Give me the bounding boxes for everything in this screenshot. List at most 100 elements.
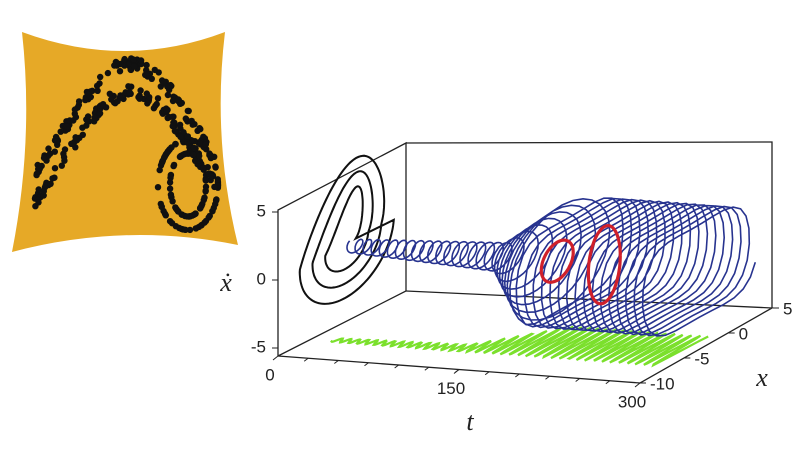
inset-dot <box>166 179 174 186</box>
inset-dot <box>158 203 165 210</box>
inset-dot <box>175 96 182 103</box>
inset-dot <box>184 107 191 115</box>
inset-dot <box>71 106 79 113</box>
inset-dot <box>211 183 218 191</box>
inset-dot <box>94 87 101 95</box>
inset-dot <box>36 165 43 173</box>
inset-dot <box>79 131 87 138</box>
inset-dot <box>175 208 182 215</box>
inset-dot <box>180 129 187 136</box>
inset-dot <box>148 75 155 83</box>
inset-dot <box>96 110 104 117</box>
inset-dot <box>104 69 112 77</box>
xdot-tick-label: 5 <box>257 201 266 220</box>
inset-dot <box>143 90 150 97</box>
inset-dot <box>207 152 214 159</box>
t-minor-tick <box>545 375 550 380</box>
inset-dot <box>47 180 54 187</box>
inset-dot <box>51 165 59 172</box>
inset-dot <box>84 90 92 98</box>
inset-dot <box>154 95 162 102</box>
x-tick-label: 5 <box>783 299 792 318</box>
t-minor-tick <box>515 373 520 378</box>
t-minor-tick <box>424 366 430 371</box>
trajectory <box>346 197 757 337</box>
inset-dot <box>188 117 195 125</box>
inset-dot <box>169 97 177 105</box>
x-tick-label: -5 <box>694 349 709 368</box>
inset-dot <box>168 220 176 227</box>
inset-dot <box>61 146 69 153</box>
inset-dot <box>111 62 118 69</box>
inset-dot <box>196 152 203 160</box>
inset-dot <box>53 138 60 145</box>
inset-dot <box>156 166 163 174</box>
inset-dot <box>35 199 42 206</box>
inset-dot <box>99 101 107 108</box>
inset-dot <box>160 79 167 87</box>
inset-dot <box>125 83 132 90</box>
t-tick <box>272 355 279 361</box>
inset-dot <box>137 87 144 94</box>
x-tick-label: -10 <box>650 374 675 393</box>
inset-dot <box>72 113 80 121</box>
inset-dot <box>57 128 64 135</box>
back-wall <box>405 141 773 308</box>
inset-dot <box>169 122 176 130</box>
inset-dot <box>196 205 204 212</box>
inset-dot <box>93 82 101 90</box>
inset-dot <box>186 226 194 234</box>
inset-dot <box>182 115 189 122</box>
inset-dot <box>42 182 49 189</box>
inset-dot <box>209 207 216 215</box>
t-tick-label: 0 <box>265 365 274 384</box>
periodic-orbit <box>586 223 622 306</box>
inset-dot <box>161 153 168 160</box>
inset-dot <box>190 144 198 152</box>
t-minor-tick <box>575 378 580 382</box>
t-minor-tick <box>303 357 309 362</box>
inset-dot <box>159 158 166 166</box>
inset-dot <box>153 100 160 108</box>
inset-dot <box>49 175 56 182</box>
inset-dot <box>176 153 184 161</box>
inset-dot <box>177 133 184 140</box>
inset-dot <box>164 91 172 99</box>
inset-dot <box>182 226 189 233</box>
inset-dot <box>200 133 207 140</box>
xdot-tick-label: 0 <box>257 269 266 288</box>
inset-dot <box>181 150 188 158</box>
periodic-orbit <box>539 238 575 284</box>
inset-dot <box>176 121 184 128</box>
inset-dot <box>184 133 192 140</box>
t-minor-tick <box>364 362 369 367</box>
inset-dot <box>106 90 114 98</box>
t-tick <box>634 382 641 388</box>
inset-dot <box>51 148 58 155</box>
t-axis-title: t <box>466 407 474 436</box>
inset-dot <box>84 113 92 120</box>
inset-dot <box>202 141 209 148</box>
inset-dot <box>192 225 200 232</box>
inset-background <box>12 32 238 252</box>
inset-dot <box>75 98 83 105</box>
inset-dot <box>126 89 133 96</box>
inset-dot <box>97 73 104 81</box>
inset-dot <box>79 124 86 131</box>
inset-dot <box>163 107 170 114</box>
inset-dot <box>69 140 76 147</box>
inset-dot <box>201 219 208 226</box>
inset-dot <box>72 134 79 141</box>
inset-dot <box>166 185 174 192</box>
xdot-axis-title: ẋ <box>219 268 232 297</box>
floor-projection <box>330 325 709 368</box>
inset-dot <box>167 81 174 89</box>
inset-dot <box>201 194 208 201</box>
t-minor-tick <box>394 364 399 369</box>
inset-dot <box>167 191 175 198</box>
inset <box>12 32 238 252</box>
inset-dot <box>192 210 199 217</box>
inset-dot <box>143 61 150 69</box>
t-tick-label: 150 <box>437 379 465 398</box>
